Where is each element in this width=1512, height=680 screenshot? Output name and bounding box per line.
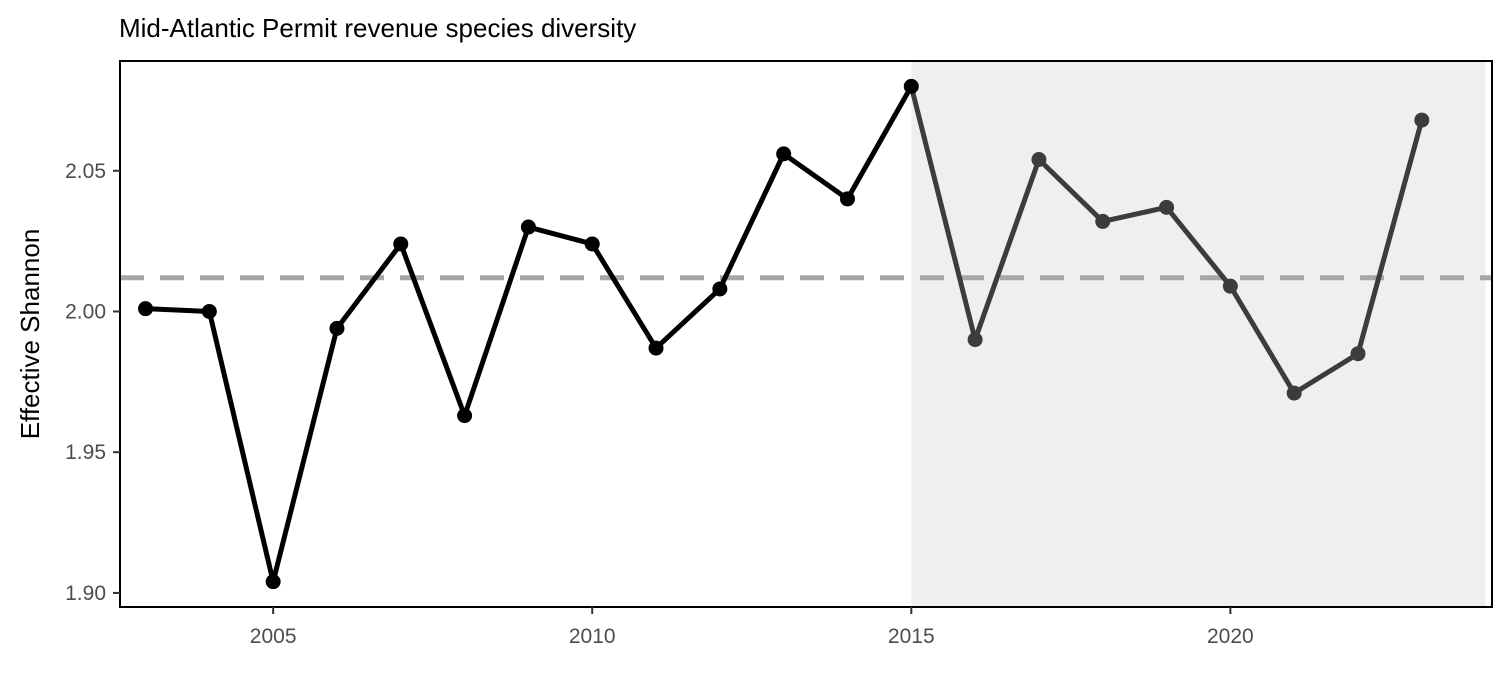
data-point xyxy=(1095,213,1111,229)
series-line-segment xyxy=(1100,204,1170,224)
y-axis-label: Effective Shannon xyxy=(15,229,45,440)
series-line-segment xyxy=(270,325,340,585)
data-point xyxy=(520,219,536,235)
data-point xyxy=(776,146,792,162)
y-tick-label: 1.90 xyxy=(65,582,106,605)
data-point xyxy=(712,281,728,297)
series-line-segment xyxy=(1164,204,1233,289)
x-tick-label: 2020 xyxy=(1207,625,1254,648)
data-point xyxy=(393,236,409,252)
x-tick-label: 2005 xyxy=(250,625,297,648)
data-point xyxy=(1031,152,1047,168)
data-point xyxy=(138,301,154,317)
series-line-segment xyxy=(525,224,595,247)
data-point xyxy=(1414,112,1430,128)
y-tick-label: 2.05 xyxy=(65,160,106,183)
series-line-segment xyxy=(1036,157,1106,224)
series-line-segment xyxy=(844,83,914,202)
series-line-segment xyxy=(717,151,787,292)
series-line-segment xyxy=(206,308,276,585)
series-line-segment xyxy=(334,241,404,331)
plot-area: 1.90 1.95 2.00 2.05 2005 2010 2015 2020 xyxy=(65,60,1493,648)
data-point xyxy=(903,78,919,94)
series-line-segment xyxy=(1227,283,1297,396)
data-point xyxy=(329,320,345,336)
series-line-segment xyxy=(908,83,978,343)
data-point xyxy=(584,236,600,252)
y-tick-label: 1.95 xyxy=(65,441,106,464)
series-line-segment xyxy=(781,151,850,202)
series-line-segment xyxy=(589,241,659,351)
series-line-segment xyxy=(462,224,531,419)
series-line-segment xyxy=(972,157,1042,343)
data-point xyxy=(1286,385,1302,401)
series-line-segment xyxy=(398,241,468,419)
shaded-region xyxy=(911,61,1486,607)
data-point xyxy=(967,332,983,348)
series-line-segment xyxy=(653,286,723,351)
data-point xyxy=(201,303,217,319)
data-point xyxy=(648,340,664,356)
data-point xyxy=(265,574,281,590)
data-point xyxy=(1350,346,1366,362)
x-tick-label: 2010 xyxy=(569,625,616,648)
data-point xyxy=(457,408,473,424)
y-tick-label: 2.00 xyxy=(65,300,106,323)
plot-border xyxy=(119,60,1493,608)
data-point xyxy=(839,191,855,207)
x-tick-label: 2015 xyxy=(888,625,935,648)
chart-title: Mid-Atlantic Permit revenue species dive… xyxy=(119,13,636,43)
data-point xyxy=(1222,278,1238,294)
series-line-segment xyxy=(1355,117,1425,357)
data-point xyxy=(1159,199,1175,215)
series-line-segment xyxy=(143,306,212,314)
series-line-segment xyxy=(1291,351,1361,396)
